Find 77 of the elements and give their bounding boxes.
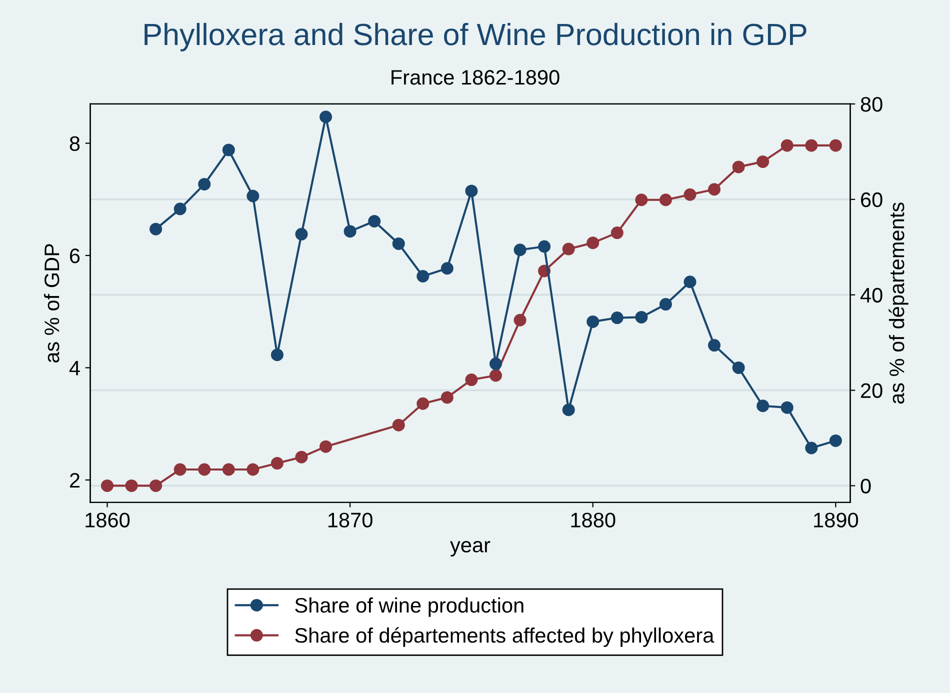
y-tick-label: 4 bbox=[69, 360, 80, 376]
point bbox=[150, 222, 162, 236]
y2-axis-title: as % of départements bbox=[888, 202, 908, 404]
point bbox=[780, 401, 794, 414]
y2-tick-label: 60 bbox=[861, 192, 882, 208]
point bbox=[756, 400, 770, 412]
point bbox=[320, 110, 332, 124]
point bbox=[270, 457, 284, 470]
point bbox=[440, 262, 454, 275]
point bbox=[416, 397, 430, 410]
point bbox=[635, 310, 648, 324]
point bbox=[538, 240, 551, 253]
point bbox=[465, 184, 478, 198]
point bbox=[368, 214, 381, 228]
x-tick-label: 1870 bbox=[328, 512, 372, 528]
point bbox=[610, 226, 624, 240]
point bbox=[610, 312, 624, 324]
y2-tick-label: 80 bbox=[860, 96, 882, 112]
point bbox=[344, 225, 356, 238]
point bbox=[732, 361, 745, 374]
point bbox=[392, 237, 405, 250]
point bbox=[829, 139, 842, 152]
legend-label: Share of départements affected by phylloxera bbox=[295, 627, 714, 647]
point bbox=[586, 315, 600, 328]
point bbox=[320, 440, 332, 453]
y2-tick-label: 20 bbox=[861, 383, 882, 398]
point bbox=[270, 348, 284, 362]
y2-tick-label: 0 bbox=[860, 478, 871, 494]
point bbox=[780, 139, 794, 152]
point bbox=[514, 314, 526, 326]
x-tick-label: 1890 bbox=[814, 512, 858, 528]
point bbox=[198, 463, 211, 476]
y-axis-title: as % of GDP bbox=[44, 244, 60, 363]
point bbox=[805, 442, 818, 454]
chart-title: Phylloxera and Share of Wine Production in GDP bbox=[144, 22, 806, 52]
point bbox=[295, 450, 308, 464]
point bbox=[295, 228, 308, 240]
point bbox=[489, 369, 502, 382]
point bbox=[174, 202, 186, 216]
point bbox=[708, 339, 721, 352]
point bbox=[392, 418, 405, 432]
point bbox=[222, 463, 235, 476]
point bbox=[562, 404, 575, 416]
x-tick-label: 1860 bbox=[86, 512, 130, 528]
y-tick-label: 8 bbox=[70, 136, 80, 151]
x-tick-label: 1880 bbox=[571, 512, 616, 528]
point bbox=[684, 276, 696, 288]
y-tick-label: 2 bbox=[70, 472, 80, 488]
point bbox=[100, 479, 114, 492]
point bbox=[198, 178, 211, 190]
point bbox=[586, 236, 600, 250]
point bbox=[635, 194, 648, 206]
point bbox=[708, 183, 721, 196]
point bbox=[150, 479, 162, 492]
point bbox=[562, 242, 575, 256]
chart-subtitle: France 1862-1890 bbox=[392, 70, 560, 85]
point bbox=[732, 160, 745, 174]
point bbox=[222, 144, 235, 156]
point bbox=[756, 155, 770, 168]
y-tick-label: 6 bbox=[70, 248, 80, 264]
point bbox=[684, 188, 696, 201]
point bbox=[659, 194, 672, 206]
point bbox=[416, 270, 430, 282]
point bbox=[829, 434, 842, 447]
point bbox=[440, 391, 454, 404]
point bbox=[246, 190, 260, 202]
point bbox=[174, 463, 186, 476]
point bbox=[805, 139, 818, 152]
point bbox=[246, 463, 260, 476]
point bbox=[489, 358, 502, 370]
x-axis-title: year bbox=[450, 541, 490, 557]
legend-label: Share of wine production bbox=[295, 597, 524, 617]
y2-tick-label: 40 bbox=[860, 288, 882, 303]
point bbox=[514, 244, 526, 256]
point bbox=[465, 374, 478, 386]
point bbox=[659, 298, 672, 311]
point bbox=[125, 479, 138, 492]
